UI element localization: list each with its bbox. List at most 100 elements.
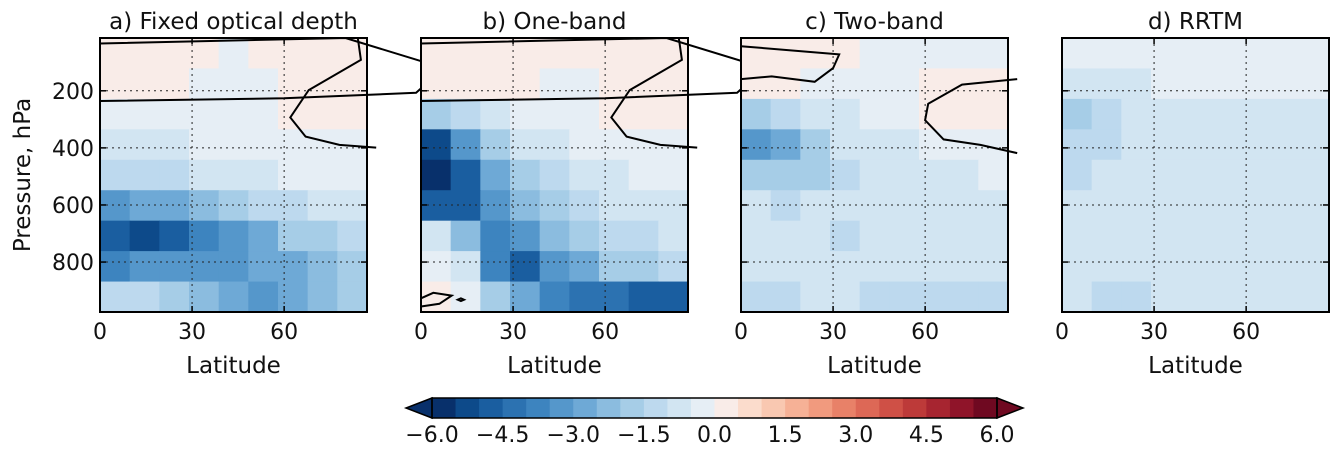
colorbar-segment: [926, 398, 951, 418]
heatmap-cell: [337, 159, 368, 191]
heatmap-cell: [539, 68, 570, 100]
heatmap-cell: [1151, 38, 1182, 70]
heatmap-cell: [919, 129, 950, 161]
heatmap-cell: [307, 190, 338, 222]
heatmap-cell: [100, 190, 131, 222]
heatmap-cell: [1269, 68, 1300, 100]
heatmap-cell: [1062, 129, 1093, 161]
heatmap-cell: [830, 98, 861, 130]
heatmap-cell: [307, 98, 338, 130]
heatmap-cell: [569, 38, 600, 70]
heatmap-cell: [100, 281, 131, 313]
heatmap-cell: [741, 220, 772, 252]
heatmap-cell: [159, 251, 190, 283]
heatmap-cell: [800, 159, 831, 191]
heatmap-cell: [189, 98, 220, 130]
panel-title: b) One-band: [483, 9, 627, 35]
y-tick-label: 200: [52, 80, 94, 105]
heatmap-cell: [1299, 251, 1330, 283]
y-tick-label: 600: [52, 194, 94, 219]
heatmap-cell: [628, 159, 659, 191]
heatmap-cell: [1180, 38, 1211, 70]
heatmap-cell: [159, 68, 190, 100]
heatmap-cell: [978, 68, 1009, 100]
heatmap-cell: [100, 68, 131, 100]
heatmap-cell: [830, 129, 861, 161]
heatmap-cell: [218, 129, 249, 161]
heatmap-cell: [628, 98, 659, 130]
heatmap-cell: [248, 190, 279, 222]
heatmap-cell: [1210, 281, 1241, 313]
x-axis-label: Latitude: [1148, 353, 1243, 379]
heatmap-cell: [770, 190, 801, 222]
heatmap-cell: [510, 251, 541, 283]
heatmap-cell: [450, 220, 481, 252]
heatmap-cell: [421, 68, 452, 100]
heatmap-cell: [889, 98, 920, 130]
heatmap-cell: [480, 190, 511, 222]
colorbar-extend-min: [403, 396, 433, 420]
heatmap-cell: [1210, 129, 1241, 161]
heatmap-cell: [1299, 98, 1330, 130]
heatmap-cell: [1121, 190, 1152, 222]
zero-contour: [610, 37, 698, 149]
heatmap-cell: [919, 190, 950, 222]
heatmap-cell: [248, 281, 279, 313]
x-tick-label: 60: [911, 320, 939, 345]
panel-frame: [1061, 37, 1330, 313]
heatmap-cell: [569, 281, 600, 313]
heatmap-cell: [248, 98, 279, 130]
heatmap-cell: [1240, 220, 1271, 252]
heatmap-cell: [919, 38, 950, 70]
heatmap-cell: [569, 159, 600, 191]
heatmap-cell: [510, 38, 541, 70]
colorbar-segment: [808, 398, 833, 418]
heatmap-cell: [480, 159, 511, 191]
heatmap-cell: [1062, 159, 1093, 191]
heatmap-cell: [129, 281, 160, 313]
panel-title: d) RRTM: [1148, 9, 1243, 35]
heatmap-cell: [159, 98, 190, 130]
heatmap-cell: [770, 68, 801, 100]
heatmap-cell: [889, 220, 920, 252]
heatmap-cell: [1299, 38, 1330, 70]
heatmap-cell: [978, 38, 1009, 70]
heatmap-cell: [889, 281, 920, 313]
heatmap-cell: [539, 129, 570, 161]
heatmap-cell: [510, 220, 541, 252]
heatmap-cell: [628, 220, 659, 252]
heatmap-cell: [1180, 190, 1211, 222]
heatmap-cell: [189, 68, 220, 100]
x-tick-label: 0: [414, 320, 428, 345]
heatmap-cell: [599, 68, 630, 100]
heatmap-cell: [1269, 38, 1300, 70]
heatmap-cell: [1151, 129, 1182, 161]
heatmap-cell: [1240, 129, 1271, 161]
heatmap-cell: [539, 281, 570, 313]
heatmap-cell: [421, 129, 452, 161]
heatmap-cell: [159, 281, 190, 313]
heatmap-cell: [859, 129, 890, 161]
heatmap-cell: [1062, 38, 1093, 70]
colorbar-tick-label: 1.5: [768, 423, 803, 448]
heatmap-cell: [599, 38, 630, 70]
heatmap-cell: [159, 129, 190, 161]
heatmap-cell: [480, 281, 511, 313]
panel-frame: [420, 37, 689, 313]
heatmap-cell: [421, 251, 452, 283]
x-tick-label: 0: [734, 320, 748, 345]
heatmap-cell: [1210, 98, 1241, 130]
colorbar-segment: [596, 398, 621, 418]
heatmap-cell: [1062, 251, 1093, 283]
heatmap-cell: [741, 98, 772, 130]
heatmap-cell: [830, 281, 861, 313]
heatmap-cell: [100, 251, 131, 283]
x-tick-label: 30: [178, 320, 206, 345]
heatmap-cell: [450, 281, 481, 313]
heatmap-cell: [1240, 190, 1271, 222]
colorbar-tick-label: 4.5: [909, 423, 944, 448]
heatmap-cell: [978, 220, 1009, 252]
heatmap-cell: [421, 190, 452, 222]
heatmap-cell: [539, 190, 570, 222]
